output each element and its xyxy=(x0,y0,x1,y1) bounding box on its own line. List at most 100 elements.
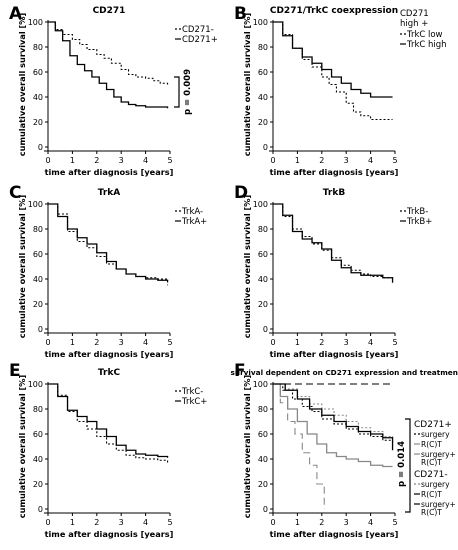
x-tick-label: 5 xyxy=(392,156,397,165)
series-trka- xyxy=(48,203,169,282)
x-tick-label: 2 xyxy=(319,338,324,347)
y-axis-label: cumulative overall survival [%] xyxy=(242,13,252,157)
x-tick-label: 0 xyxy=(270,338,275,347)
series-trkc-low xyxy=(273,21,393,121)
legend-label: TrkA+ xyxy=(181,217,207,227)
significance-bracket xyxy=(405,418,411,513)
x-tick-label: 3 xyxy=(344,518,349,527)
x-tick-label: 2 xyxy=(94,518,99,527)
panel-letter: A xyxy=(9,4,23,24)
x-tick-label: 0 xyxy=(45,338,50,347)
y-tick-label: 40 xyxy=(258,455,268,464)
y-tick-label: 0 xyxy=(263,143,268,152)
y-tick-label: 40 xyxy=(33,93,43,102)
y-tick-label: 0 xyxy=(263,505,268,514)
x-tick-label: 0 xyxy=(270,156,275,165)
legend-label: R(C)T xyxy=(421,440,442,449)
x-tick-label: 5 xyxy=(167,156,172,165)
y-tick-label: 100 xyxy=(253,200,268,209)
y-tick-label: 80 xyxy=(33,405,43,414)
x-tick-label: 4 xyxy=(143,156,148,165)
x-axis-label: time after diagnosis [years] xyxy=(270,529,399,539)
x-tick-label: 1 xyxy=(70,518,75,527)
y-axis-label: cumulative overall survival [%] xyxy=(242,195,252,339)
panel-D: D TrkB 0 20 40 60 80 100 0 1 2 3 4 5 time after diagno… xyxy=(234,183,432,359)
series-cd271-surgery xyxy=(273,383,394,444)
y-tick-label: 80 xyxy=(33,43,43,52)
y-tick-label: 20 xyxy=(258,300,268,309)
x-tick-label: 4 xyxy=(368,156,373,165)
x-tick-label: 0 xyxy=(45,518,50,527)
chart-title: TrkB xyxy=(323,188,346,198)
x-axis-label: time after diagnosis [years] xyxy=(45,349,174,359)
legend-label: surgery xyxy=(421,480,450,489)
panel-A: A CD271 0 20 40 60 80 100 0 1 2 3 4 5 time after diagn… xyxy=(9,4,218,177)
y-tick-label: 80 xyxy=(258,225,268,234)
x-tick-label: 4 xyxy=(143,518,148,527)
x-tick-label: 1 xyxy=(70,338,75,347)
series-trkc- xyxy=(48,383,169,463)
panel-C: C TrkA 0 20 40 60 80 100 0 1 2 3 4 5 time after diagno… xyxy=(9,183,207,359)
series-cd271- xyxy=(48,21,169,109)
chart-title: survival dependent on CD271 expression a… xyxy=(231,368,458,377)
series-trkb- xyxy=(273,203,394,283)
y-tick-label: 40 xyxy=(258,93,268,102)
legend-label: R(C)T xyxy=(421,458,442,467)
x-tick-label: 5 xyxy=(392,338,397,347)
y-tick-label: 100 xyxy=(28,18,43,27)
legend-label: TrkC low xyxy=(406,30,443,40)
x-tick-label: 5 xyxy=(167,338,172,347)
y-tick-label: 0 xyxy=(38,143,43,152)
y-tick-label: 60 xyxy=(258,430,268,439)
legend-group-label: CD271- xyxy=(414,470,448,480)
x-tick-label: 1 xyxy=(70,156,75,165)
chart-title: CD271/TrkC coexpression xyxy=(270,6,398,16)
panel-letter: F xyxy=(234,361,246,381)
y-tick-label: 80 xyxy=(258,43,268,52)
x-tick-label: 3 xyxy=(119,518,124,527)
legend-label: TrkC+ xyxy=(181,397,207,407)
y-tick-label: 20 xyxy=(33,480,43,489)
panel-letter: E xyxy=(9,361,21,381)
y-tick-label: 20 xyxy=(33,300,43,309)
y-tick-label: 20 xyxy=(33,118,43,127)
x-tick-label: 2 xyxy=(94,156,99,165)
y-tick-label: 0 xyxy=(38,325,43,334)
panel-letter: D xyxy=(234,183,248,203)
y-tick-label: 60 xyxy=(33,68,43,77)
y-tick-label: 100 xyxy=(28,380,43,389)
series-trkc-high xyxy=(273,21,393,98)
x-tick-label: 4 xyxy=(143,338,148,347)
chart-title: CD271 xyxy=(93,6,126,16)
y-axis-label: cumulative overall survival [%] xyxy=(17,195,27,339)
x-tick-label: 1 xyxy=(295,518,300,527)
legend-label: surgery+ xyxy=(421,450,456,459)
legend-group-label: CD271+ xyxy=(414,420,452,430)
y-tick-label: 100 xyxy=(253,18,268,27)
y-tick-label: 100 xyxy=(253,380,268,389)
x-tick-label: 1 xyxy=(295,338,300,347)
x-tick-label: 2 xyxy=(319,156,324,165)
y-tick-label: 20 xyxy=(258,118,268,127)
p-value: p = 0.014 xyxy=(397,441,407,487)
panel-letter: B xyxy=(234,4,247,24)
y-axis-label: cumulative overall survival [%] xyxy=(242,375,252,519)
y-tick-label: 0 xyxy=(38,505,43,514)
panel-E: E TrkC 0 20 40 60 80 100 0 1 2 3 4 5 time after diagno… xyxy=(9,361,207,539)
legend-header: CD271 xyxy=(400,9,429,19)
x-tick-label: 4 xyxy=(368,338,373,347)
y-tick-label: 80 xyxy=(33,225,43,234)
legend-label: TrkB+ xyxy=(406,217,432,227)
series-trkc- xyxy=(48,383,169,458)
x-axis-label: time after diagnosis [years] xyxy=(270,349,399,359)
significance-bracket xyxy=(174,76,180,108)
legend-label: surgery xyxy=(421,430,450,439)
y-axis-label: cumulative overall survival [%] xyxy=(17,13,27,157)
panel-B: B CD271/TrkC coexpression 0 20 40 60 80 100 0 1 2 3… xyxy=(234,4,447,177)
legend-header: high + xyxy=(400,19,428,29)
y-tick-label: 0 xyxy=(263,325,268,334)
y-tick-label: 40 xyxy=(33,455,43,464)
x-tick-label: 2 xyxy=(94,338,99,347)
